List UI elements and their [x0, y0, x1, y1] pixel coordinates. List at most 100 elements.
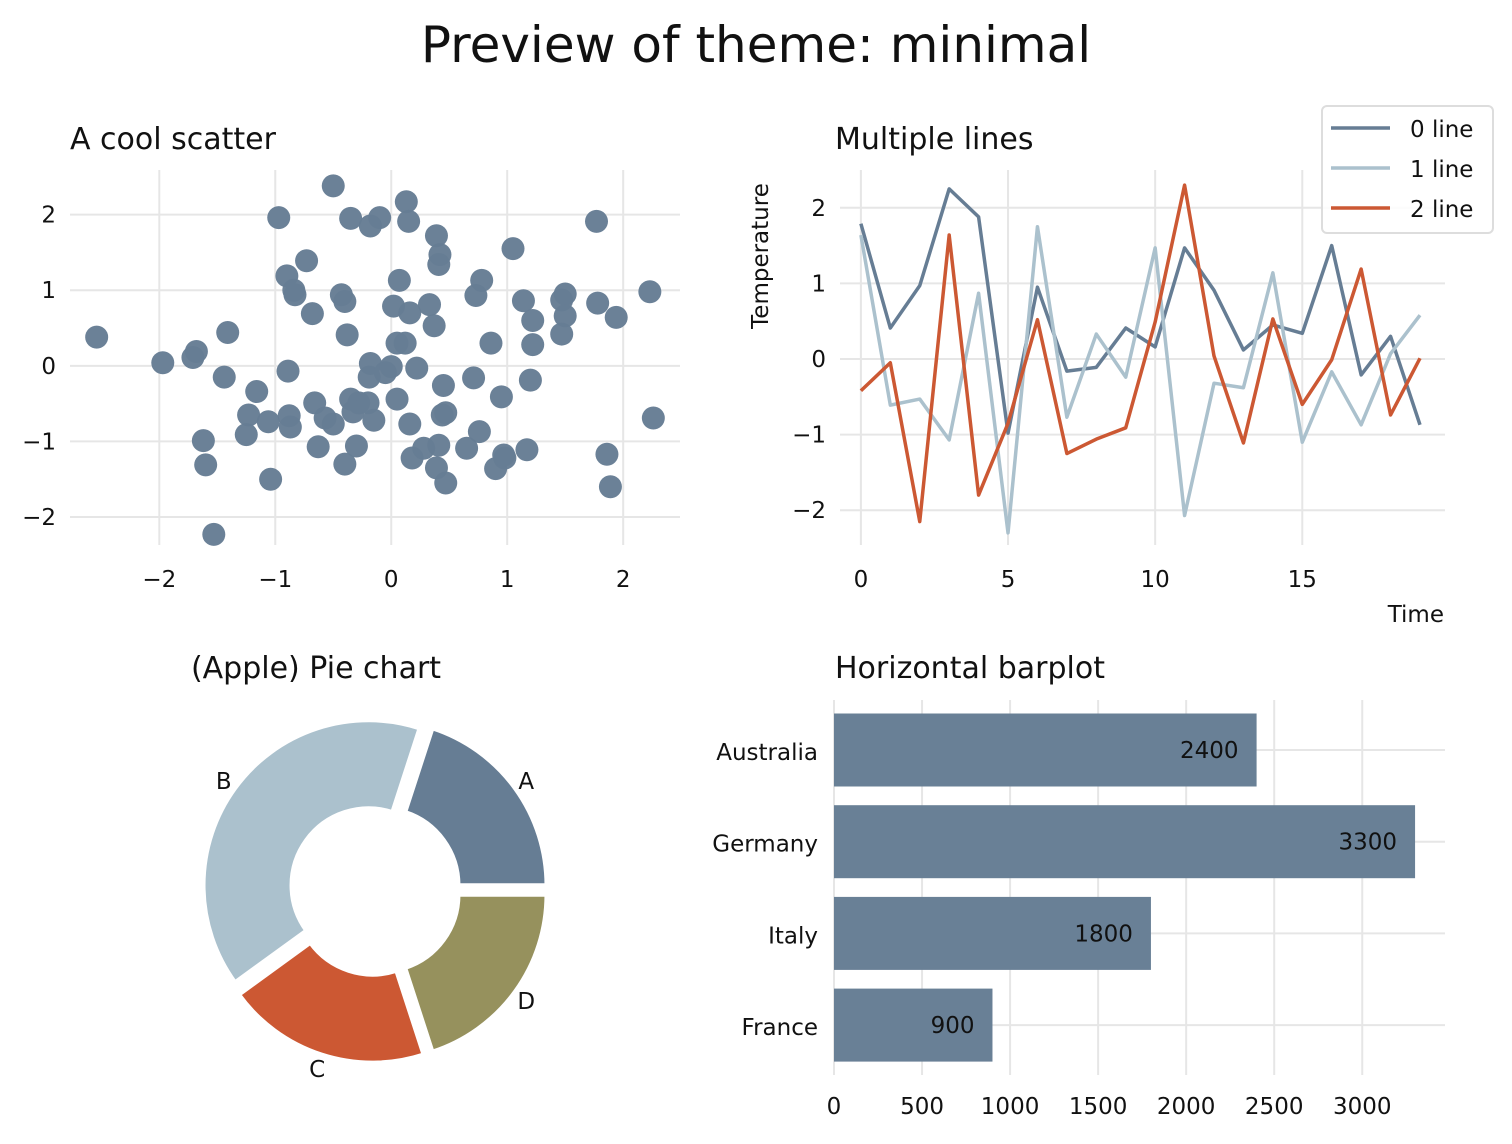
scatter-point — [462, 366, 486, 390]
scatter-point — [306, 435, 330, 459]
scatter-point — [333, 452, 357, 476]
x-tick-label: 0 — [827, 1094, 842, 1120]
lines-legend: 0 line 1 line 2 line — [1321, 105, 1494, 234]
x-tick-label: 3000 — [1333, 1094, 1392, 1120]
scatter-point — [397, 209, 421, 233]
scatter-point — [385, 387, 409, 411]
scatter-point — [300, 302, 324, 326]
scatter-point — [216, 321, 240, 345]
scatter-point — [422, 314, 446, 338]
scatter-point — [553, 304, 577, 328]
y-tick-label: −1 — [792, 423, 826, 449]
pie-label: A — [518, 769, 534, 795]
scatter-point — [434, 471, 458, 495]
scatter-point — [356, 391, 380, 415]
scatter-point — [194, 453, 218, 477]
scatter-point — [515, 438, 539, 462]
x-tick-label: 10 — [1141, 567, 1170, 593]
y-tick-label: 1 — [41, 278, 56, 304]
scatter-point — [434, 401, 458, 425]
scatter-point — [282, 278, 306, 302]
y-tick-label: −2 — [22, 505, 56, 531]
x-tick-label: 0 — [854, 567, 869, 593]
scatter-point — [467, 420, 491, 444]
x-tick-label: 1500 — [1069, 1094, 1128, 1120]
bar-value-label: 2400 — [1180, 738, 1239, 764]
scatter-point — [191, 429, 215, 453]
scatter-point — [424, 224, 448, 248]
scatter-point — [604, 305, 628, 329]
x-tick-label: 2000 — [1157, 1094, 1216, 1120]
scatter-point — [641, 406, 665, 430]
bar-france — [834, 988, 993, 1062]
y-tick-label: 0 — [41, 354, 56, 380]
pie-slice-B — [201, 718, 423, 986]
lines-panel: Multiple lines Time Temperature 0 5 10 15−2… — [748, 122, 1445, 628]
scatter-point — [333, 290, 357, 314]
scatter-point — [339, 206, 363, 230]
scatter-point — [344, 434, 368, 458]
scatter-point — [335, 323, 359, 347]
bar-value-label: 3300 — [1339, 830, 1398, 856]
scatter-point — [184, 339, 208, 363]
scatter-point — [245, 380, 269, 404]
y-tick-label: −1 — [22, 429, 56, 455]
barplot-title: Horizontal barplot — [835, 651, 1105, 686]
pie-slice-A — [402, 725, 549, 888]
y-tick-label: 2 — [811, 196, 826, 222]
scatter-point — [518, 368, 542, 392]
x-tick-label: 2500 — [1245, 1094, 1304, 1120]
scatter-point — [470, 268, 494, 292]
scatter-point — [492, 443, 516, 467]
lines-xlabel: Time — [1387, 602, 1444, 628]
y-tick-label: Germany — [712, 832, 818, 858]
scatter-point — [358, 214, 382, 238]
scatter-point — [550, 322, 574, 346]
scatter-point — [638, 280, 662, 304]
y-tick-label: −2 — [792, 498, 826, 524]
pie-title: (Apple) Pie chart — [191, 651, 441, 686]
scatter-point — [427, 253, 451, 277]
scatter-point — [321, 174, 345, 198]
scatter-point — [212, 365, 236, 389]
series-line-0 — [859, 187, 1422, 435]
scatter-point — [405, 356, 429, 380]
scatter-point — [267, 206, 291, 230]
pie-slice-D — [402, 892, 549, 1055]
scatter-point — [387, 268, 411, 292]
scatter-point — [278, 415, 302, 439]
y-tick-label: Italy — [768, 923, 818, 949]
scatter-point — [455, 436, 479, 460]
y-tick-label: 0 — [811, 347, 826, 373]
lines-ylabel: Temperature — [748, 183, 774, 330]
scatter-point — [595, 442, 619, 466]
x-tick-label: 0 — [384, 567, 399, 593]
pie-label: B — [216, 769, 232, 795]
bar-italy — [834, 896, 1151, 970]
scatter-point — [585, 209, 609, 233]
scatter-point — [479, 331, 503, 355]
bar-australia — [834, 713, 1257, 787]
x-tick-label: 2 — [616, 567, 631, 593]
scatter-point — [321, 412, 345, 436]
x-tick-label: −2 — [142, 567, 176, 593]
scatter-point — [398, 301, 422, 325]
scatter-point — [431, 373, 455, 397]
x-tick-label: −1 — [258, 567, 292, 593]
scatter-point — [598, 475, 622, 499]
scatter-point — [489, 385, 513, 409]
scatter-point — [379, 355, 403, 379]
scatter-point — [151, 351, 175, 375]
legend-label: 1 line — [1410, 157, 1473, 183]
scatter-point — [586, 291, 610, 315]
pie-panel: (Apple) Pie chart A B C D — [191, 651, 549, 1083]
scatter-point — [553, 282, 577, 306]
scatter-point — [394, 190, 418, 214]
scatter-point — [237, 403, 261, 427]
scatter-point — [427, 433, 451, 457]
scatter-panel: A cool scatter −2 −1 0 1 2 −2 −1 0 1 2 — [22, 122, 680, 593]
scatter-point — [393, 331, 417, 355]
scatter-point — [521, 308, 545, 332]
scatter-point — [362, 408, 386, 432]
